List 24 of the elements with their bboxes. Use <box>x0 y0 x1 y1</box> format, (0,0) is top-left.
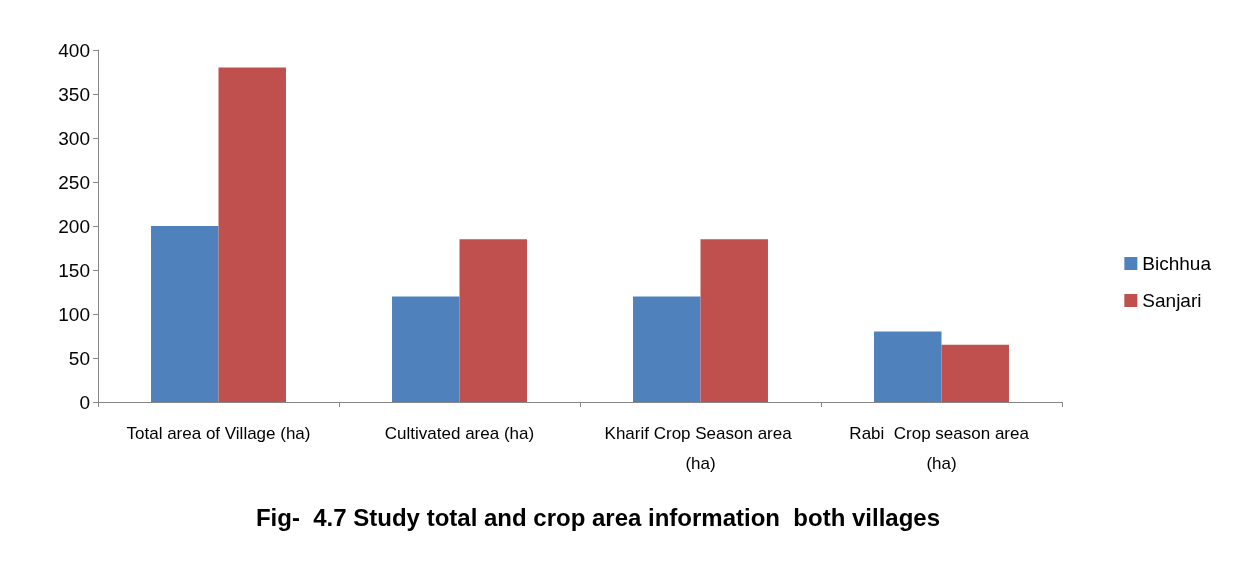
bar <box>218 67 286 402</box>
x-tick-label: Rabi Crop season area (ha) <box>849 423 1034 473</box>
y-tick-label: 250 <box>58 171 90 193</box>
y-tick-label: 150 <box>58 259 90 281</box>
bar <box>392 296 460 402</box>
y-tick-label: 300 <box>58 127 90 149</box>
bar <box>941 344 1009 402</box>
x-tick-label: Kharif Crop Season area (ha) <box>604 423 797 473</box>
y-tick-label: 50 <box>68 347 90 369</box>
legend-label: Sanjari <box>1142 290 1202 311</box>
bar <box>700 239 768 402</box>
y-tick-label: 400 <box>58 39 90 61</box>
legend-label: Bichhua <box>1142 253 1212 274</box>
text: Fig- 4.7 Study total and crop area information both villages <box>255 503 941 531</box>
x-tick-label: Total area of Village (ha) <box>126 423 311 443</box>
y-tick-label: 350 <box>58 83 90 105</box>
bar <box>151 226 219 402</box>
y-tick-label: 200 <box>58 215 90 237</box>
x-tick-label: Cultivated area (ha) <box>384 423 535 443</box>
y-tick-label: 100 <box>58 303 90 325</box>
y-tick-label: 0 <box>79 391 90 413</box>
bar <box>459 239 527 402</box>
bar <box>874 331 942 402</box>
bar <box>633 296 701 402</box>
